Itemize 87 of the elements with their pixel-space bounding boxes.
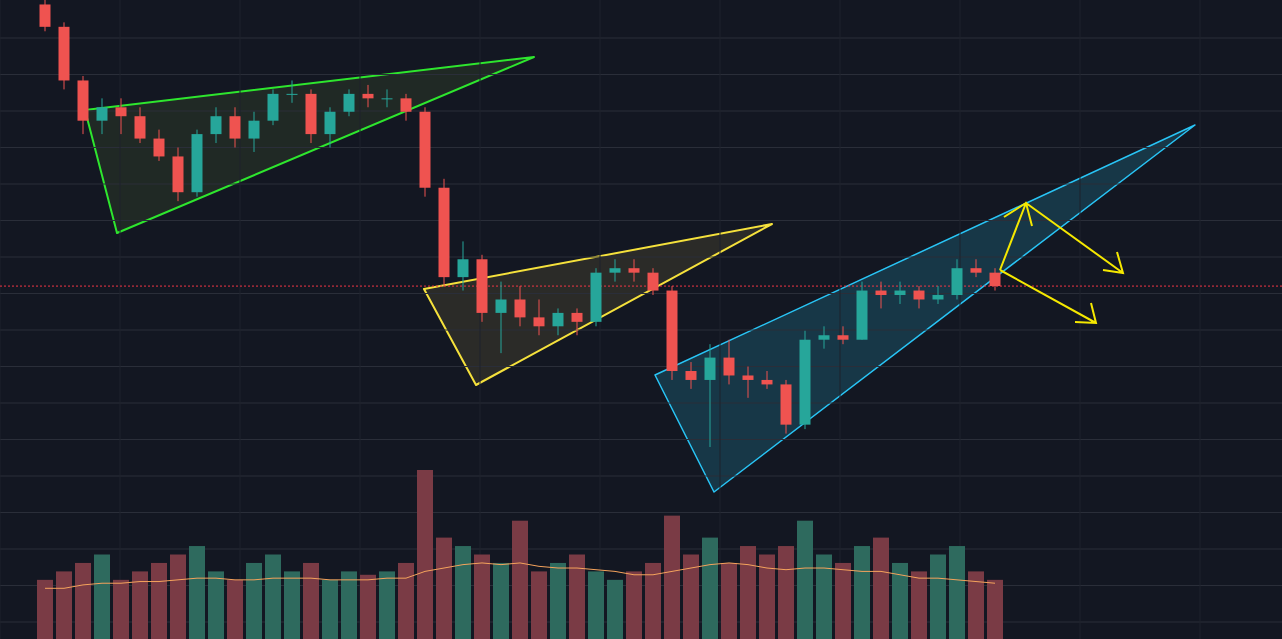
bar	[56, 571, 72, 639]
candlestick	[913, 285, 925, 309]
candlestick	[894, 281, 906, 305]
bar	[607, 579, 623, 639]
bar	[94, 554, 110, 639]
candlestick	[400, 93, 412, 122]
candlestick	[932, 285, 944, 305]
bar	[550, 562, 566, 639]
candlestick	[96, 97, 108, 135]
bar	[132, 571, 148, 639]
bar	[797, 520, 813, 639]
candlestick	[837, 325, 849, 345]
bar	[987, 579, 1003, 639]
bar	[588, 571, 604, 639]
candlestick	[818, 325, 830, 350]
bar	[493, 562, 509, 639]
candlestick	[628, 258, 640, 283]
candlestick	[704, 343, 716, 448]
candlestick	[495, 281, 507, 354]
bar	[721, 562, 737, 639]
bar	[75, 562, 91, 639]
bar	[284, 571, 300, 639]
candlestick	[115, 97, 127, 135]
candlestick	[324, 106, 336, 149]
bar	[759, 554, 775, 639]
candlestick	[647, 267, 659, 296]
bar	[873, 537, 889, 639]
bar	[341, 571, 357, 639]
bar	[37, 579, 53, 639]
bar	[113, 579, 129, 639]
bar	[664, 515, 680, 639]
candlestick	[381, 88, 393, 108]
bar	[322, 579, 338, 639]
bar	[360, 574, 376, 639]
bar	[455, 546, 471, 639]
bar	[151, 562, 167, 639]
bar	[379, 571, 395, 639]
bar	[265, 554, 281, 639]
candlestick	[989, 267, 1001, 292]
bar	[246, 562, 262, 639]
candlestick	[248, 111, 260, 153]
bar	[569, 554, 585, 639]
bar	[645, 562, 661, 639]
bar	[303, 562, 319, 639]
bar	[835, 562, 851, 639]
candlestick	[286, 79, 298, 104]
candlestick	[134, 106, 146, 144]
bar	[949, 546, 965, 639]
bar	[778, 546, 794, 639]
candlestick	[229, 106, 241, 149]
bar	[968, 571, 984, 639]
bar	[398, 562, 414, 639]
bar	[892, 562, 908, 639]
candlestick	[571, 307, 583, 336]
candlestick	[457, 240, 469, 292]
bar	[436, 537, 452, 639]
bar	[474, 554, 490, 639]
candlestick	[875, 281, 887, 309]
candlestick	[552, 307, 564, 336]
candlestick	[742, 366, 754, 399]
bar	[626, 571, 642, 639]
candlestick	[343, 88, 355, 117]
bar	[911, 571, 927, 639]
bar	[170, 554, 186, 639]
candlestick	[153, 129, 165, 162]
bar	[227, 579, 243, 639]
bar	[816, 554, 832, 639]
candlestick	[514, 285, 526, 327]
candlestick	[362, 84, 374, 108]
candlestick	[970, 258, 982, 278]
candlestick	[210, 106, 222, 144]
bar	[930, 554, 946, 639]
bar	[854, 546, 870, 639]
bar	[417, 470, 433, 639]
candlestick	[685, 361, 697, 390]
bar	[531, 571, 547, 639]
candlestick	[723, 339, 735, 385]
bar	[702, 537, 718, 639]
bar	[189, 546, 205, 639]
candlestick	[39, 0, 51, 32]
bar	[512, 520, 528, 639]
candlestick	[761, 370, 773, 390]
bar	[208, 571, 224, 639]
candlestick	[533, 298, 545, 336]
bar	[683, 554, 699, 639]
bar	[740, 546, 756, 639]
candlestick	[609, 258, 621, 283]
